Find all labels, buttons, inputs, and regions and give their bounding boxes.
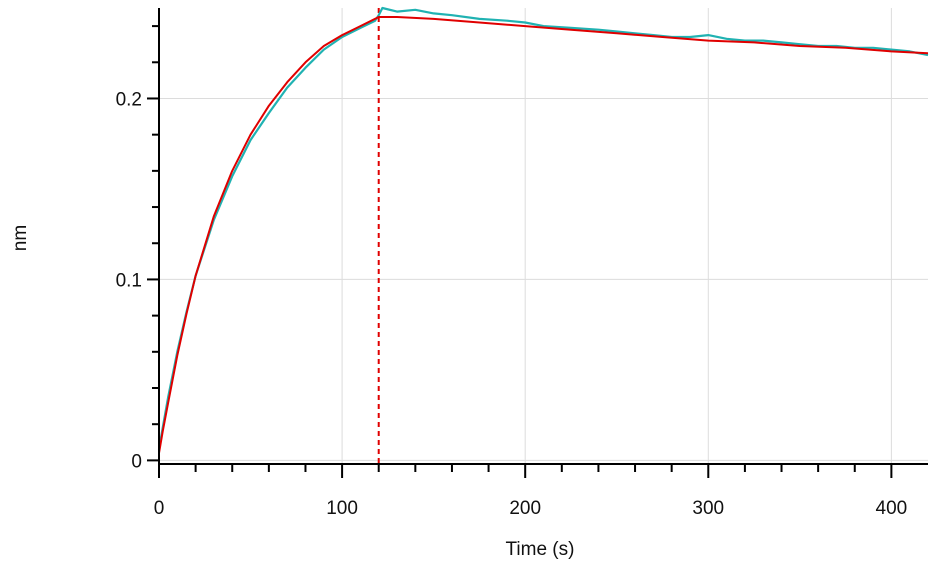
x-tick-label: 300 [692,498,724,519]
phase-markers [158,8,380,464]
series-group [157,6,929,454]
grid [159,8,928,464]
y-axis-title: nm [10,225,31,251]
y-tick-label: 0.1 [116,270,142,291]
series-line-measured [157,6,929,450]
y-tick-label: 0.2 [116,89,142,110]
x-tick-label: 0 [154,498,165,519]
x-tick-label: 100 [326,498,358,519]
y-tick-label: 0 [131,451,142,472]
x-axis-title: Time (s) [506,539,575,560]
x-tick-label: 400 [876,498,908,519]
x-tick-label: 200 [509,498,541,519]
axes: 0 100 200 300 400 0 0.1 0.2 [116,8,928,519]
series-line-fit [158,16,929,454]
